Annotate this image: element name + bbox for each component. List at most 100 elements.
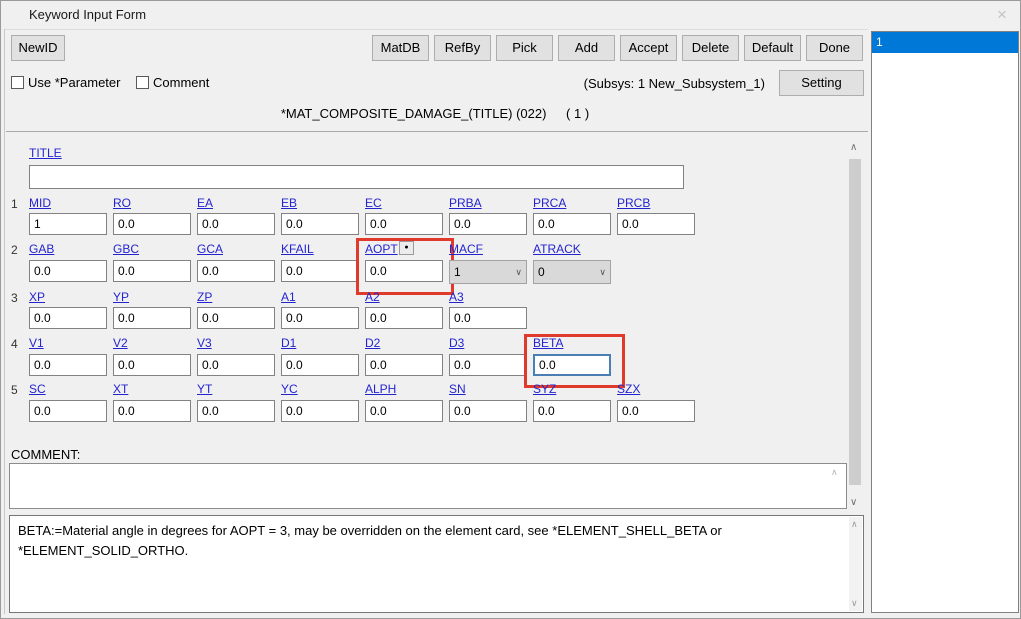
help-scrollbar[interactable]: ∧ ∨	[849, 517, 862, 611]
field-input-prca[interactable]	[533, 213, 611, 235]
field-label-alph[interactable]: ALPH	[365, 382, 397, 396]
comment-checkbox[interactable]	[136, 76, 149, 89]
field-label-d1[interactable]: D1	[281, 336, 297, 350]
field-label-syz[interactable]: SYZ	[533, 382, 557, 396]
field-input-gab[interactable]	[29, 260, 107, 282]
chevron-down-icon[interactable]: ∨	[850, 497, 858, 508]
field-label-szx[interactable]: SZX	[617, 382, 641, 396]
field-input-d2[interactable]	[365, 354, 443, 376]
add-button[interactable]: Add	[558, 35, 615, 61]
chevron-up-icon[interactable]: ∧	[851, 519, 858, 529]
field-label-ea[interactable]: EA	[197, 196, 214, 210]
field-label-zp[interactable]: ZP	[197, 290, 213, 304]
field-label-d2[interactable]: D2	[365, 336, 381, 350]
field-label-xt[interactable]: XT	[113, 382, 129, 396]
field-input-gca[interactable]	[197, 260, 275, 282]
field-label-yc[interactable]: YC	[281, 382, 298, 396]
chevron-up-icon[interactable]: ∧	[850, 142, 858, 153]
field-input-zp[interactable]	[197, 307, 275, 329]
field-input-aopt[interactable]	[365, 260, 443, 282]
field-label-ec[interactable]: EC	[365, 196, 382, 210]
aopt-dot-button[interactable]: ●	[399, 241, 414, 255]
field-input-yc[interactable]	[281, 400, 359, 422]
field-label-xp[interactable]: XP	[29, 290, 46, 304]
field-label-prca[interactable]: PRCA	[533, 196, 567, 210]
matdb-button[interactable]: MatDB	[372, 35, 429, 61]
refby-button[interactable]: RefBy	[434, 35, 491, 61]
field-label-aopt[interactable]: AOPT	[365, 242, 398, 256]
field-input-prcb[interactable]	[617, 213, 695, 235]
field-label-v3[interactable]: V3	[197, 336, 212, 350]
field-input-xp[interactable]	[29, 307, 107, 329]
field-label-beta[interactable]: BETA	[533, 336, 564, 350]
delete-button[interactable]: Delete	[682, 35, 739, 61]
field-input-yp[interactable]	[113, 307, 191, 329]
field-input-yt[interactable]	[197, 400, 275, 422]
field-input-v3[interactable]	[197, 354, 275, 376]
field-label-a1[interactable]: A1	[281, 290, 296, 304]
field-input-alph[interactable]	[365, 400, 443, 422]
field-label-v2[interactable]: V2	[113, 336, 128, 350]
field-input-d1[interactable]	[281, 354, 359, 376]
field-label-sn[interactable]: SN	[449, 382, 466, 396]
list-item[interactable]: 1	[872, 32, 1018, 53]
macf-dropdown[interactable]: 1 ∨	[449, 260, 527, 284]
field-label-ro[interactable]: RO	[113, 196, 131, 210]
field-input-a1[interactable]	[281, 307, 359, 329]
field-input-ec[interactable]	[365, 213, 443, 235]
field-label-gca[interactable]: GCA	[197, 242, 224, 256]
field-input-eb[interactable]	[281, 213, 359, 235]
field-label-gab[interactable]: GAB	[29, 242, 55, 256]
form-scrollbar[interactable]: ∧ ∨	[847, 140, 863, 510]
field-label-prba[interactable]: PRBA	[449, 196, 482, 210]
field-input-sn[interactable]	[449, 400, 527, 422]
use-parameter-checkbox[interactable]	[11, 76, 24, 89]
field-input-a2[interactable]	[365, 307, 443, 329]
field-input-mid[interactable]	[29, 213, 107, 235]
field-label-kfail[interactable]: KFAIL	[281, 242, 314, 256]
field-label-d3[interactable]: D3	[449, 336, 465, 350]
field-input-beta[interactable]	[533, 354, 611, 376]
pick-button[interactable]: Pick	[496, 35, 553, 61]
field-input-v1[interactable]	[29, 354, 107, 376]
field-label-sc[interactable]: SC	[29, 382, 46, 396]
setting-button[interactable]: Setting	[779, 70, 864, 96]
newid-button[interactable]: NewID	[11, 35, 65, 61]
field-label-yp[interactable]: YP	[113, 290, 130, 304]
field-label-mid[interactable]: MID	[29, 196, 51, 210]
field-label-eb[interactable]: EB	[281, 196, 298, 210]
field-label-a2[interactable]: A2	[365, 290, 380, 304]
done-button[interactable]: Done	[806, 35, 863, 61]
field-input-a3[interactable]	[449, 307, 527, 329]
accept-button[interactable]: Accept	[620, 35, 677, 61]
field-input-d3[interactable]	[449, 354, 527, 376]
row-number: 4	[11, 337, 18, 351]
scrollbar-thumb[interactable]	[849, 159, 861, 485]
use-parameter-label: Use *Parameter	[28, 75, 121, 90]
field-input-sc[interactable]	[29, 400, 107, 422]
field-input-ro[interactable]	[113, 213, 191, 235]
comment-textarea[interactable]	[9, 463, 847, 509]
field-input-szx[interactable]	[617, 400, 695, 422]
field-label-a3[interactable]: A3	[449, 290, 464, 304]
field-label-atrack[interactable]: ATRACK	[533, 242, 581, 256]
field-input-v2[interactable]	[113, 354, 191, 376]
default-button[interactable]: Default	[744, 35, 801, 61]
field-label-macf[interactable]: MACF	[449, 242, 483, 256]
field-input-kfail[interactable]	[281, 260, 359, 282]
divider	[4, 29, 5, 614]
field-input-syz[interactable]	[533, 400, 611, 422]
field-label-gbc[interactable]: GBC	[113, 242, 140, 256]
close-icon[interactable]: ×	[997, 5, 1007, 24]
title-input[interactable]	[29, 165, 684, 189]
chevron-down-icon[interactable]: ∨	[851, 598, 858, 608]
field-label-yt[interactable]: YT	[197, 382, 213, 396]
field-label-title[interactable]: TITLE	[29, 146, 62, 160]
field-input-prba[interactable]	[449, 213, 527, 235]
field-label-v1[interactable]: V1	[29, 336, 44, 350]
field-input-ea[interactable]	[197, 213, 275, 235]
atrack-dropdown[interactable]: 0 ∨	[533, 260, 611, 284]
field-input-gbc[interactable]	[113, 260, 191, 282]
field-input-xt[interactable]	[113, 400, 191, 422]
field-label-prcb[interactable]: PRCB	[617, 196, 651, 210]
